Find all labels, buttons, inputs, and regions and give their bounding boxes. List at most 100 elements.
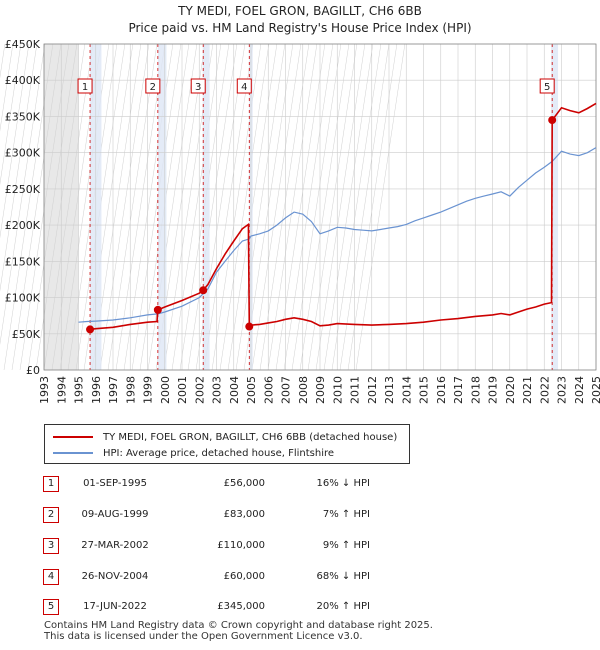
hatch-line [331,43,382,371]
sale-hpi-diff: 16% ↓ HPI [316,478,370,489]
sale-label-number: 4 [241,82,247,93]
x-tick-label: 2006 [262,376,275,404]
x-tick-label: 2002 [193,376,206,404]
hatch-line [147,43,198,371]
footer-licence: This data is licensed under the Open Gov… [44,631,363,642]
footer: Contains HM Land Registry data © Crown c… [44,620,433,642]
sale-hpi-diff: 9% ↑ HPI [322,540,370,551]
sale-number-badge: 1 [43,476,59,492]
y-tick-label: £0 [26,364,40,377]
hatch-line [251,43,302,371]
hatch-line [0,43,14,132]
sale-row: 5 17-JUN-2022 £345,000 20% ↑ HPI [0,597,600,617]
sale-point [86,325,95,334]
sale-label-number: 5 [544,82,550,93]
hatch-line [187,43,238,371]
plot-frame [43,43,597,371]
chart-subtitle: Price paid vs. HM Land Registry's House … [128,21,472,35]
footer-copyright: Contains HM Land Registry data © Crown c… [44,620,433,631]
x-tick-label: 2020 [504,376,517,404]
y-tick-label: £400K [5,74,41,87]
x-tick-label: 2016 [435,376,448,404]
x-tick-label: 2014 [400,376,413,404]
sale-label-box [145,78,161,94]
hatch-line [267,43,318,371]
sale-band [551,44,559,370]
x-tick-label: 2011 [349,376,362,404]
sale-band [157,44,167,370]
hatch-line [19,43,70,371]
sale-hpi-diff: 7% ↑ HPI [322,509,370,520]
sale-date: 27-MAR-2002 [81,540,149,551]
y-tick-label: £350K [5,110,41,123]
x-tick-label: 2013 [383,376,396,404]
sale-date: 17-JUN-2022 [83,601,147,612]
x-tick-label: 1999 [142,376,155,404]
hatch-line [0,43,22,186]
sale-band [202,44,210,370]
sale-label-number: 1 [82,82,88,93]
legend-item-hpi: HPI: Average price, detached house, Flin… [53,446,334,460]
x-tick-label: 2015 [418,376,431,404]
y-tick-label: £250K [5,183,41,196]
sale-label-number: 3 [195,82,201,93]
sale-label-box [539,78,555,94]
x-tick-label: 2005 [245,376,258,404]
sale-date: 26-NOV-2004 [81,571,149,582]
sale-point [548,116,557,125]
hatch-line [307,43,358,371]
sale-row: 3 27-MAR-2002 £110,000 9% ↑ HPI [0,536,600,556]
sale-number-badge: 5 [43,599,59,615]
sale-price: £60,000 [223,571,265,582]
hatch-line [11,43,62,371]
hatch-line [0,43,38,292]
x-tick-label: 2024 [573,376,586,404]
hatch-line [339,43,390,371]
hatch-line [3,43,54,371]
sale-label-box [236,78,252,94]
x-tick-label: 2012 [366,376,379,404]
legend-label-hpi: HPI: Average price, detached house, Flin… [103,447,335,459]
sale-row: 4 26-NOV-2004 £60,000 68% ↓ HPI [0,567,600,587]
sale-hpi-diff: 68% ↓ HPI [316,571,370,582]
hatch-line [115,43,166,371]
hatch-line [275,43,326,371]
sale-label-number: 2 [150,82,156,93]
property-series-line [90,102,597,331]
sale-number-badge: 4 [43,569,59,585]
x-tick-label: 1997 [107,376,120,404]
x-tick-label: 2022 [538,376,551,404]
x-tick-label: 2000 [159,376,172,404]
hatch-line [315,43,366,371]
sale-point [153,305,162,314]
legend-item-property: TY MEDI, FOEL GRON, BAGILLT, CH6 6BB (de… [53,430,397,444]
hatch-line [0,43,46,346]
x-tick-label: 1998 [124,376,137,404]
legend-label-property: TY MEDI, FOEL GRON, BAGILLT, CH6 6BB (de… [103,431,398,443]
x-tick-label: 1995 [73,376,86,404]
legend-line-hpi [53,452,93,454]
y-tick-label: £50K [12,328,41,341]
x-tick-label: 2009 [314,376,327,404]
y-tick-label: £150K [5,255,41,268]
hatch-line [299,43,350,371]
hatch-line [235,43,286,371]
sale-row: 2 09-AUG-1999 £83,000 7% ↑ HPI [0,505,600,525]
sale-date: 09-AUG-1999 [81,509,149,520]
sale-label-box [190,78,206,94]
hatch-line [107,43,158,371]
sale-price: £110,000 [217,540,265,551]
x-tick-label: 2025 [590,376,600,404]
hatch-line [0,43,30,239]
y-tick-label: £300K [5,147,41,160]
legend-line-property [53,436,93,438]
sale-hpi-diff: 20% ↑ HPI [316,601,370,612]
sale-price: £345,000 [217,601,265,612]
hatch-line [211,43,262,371]
x-tick-label: 2018 [469,376,482,404]
y-tick-label: £100K [5,292,41,305]
y-tick-label: £450K [5,38,41,51]
hatch-line [291,43,342,371]
hatch-line [27,43,78,371]
sale-point [199,286,208,295]
